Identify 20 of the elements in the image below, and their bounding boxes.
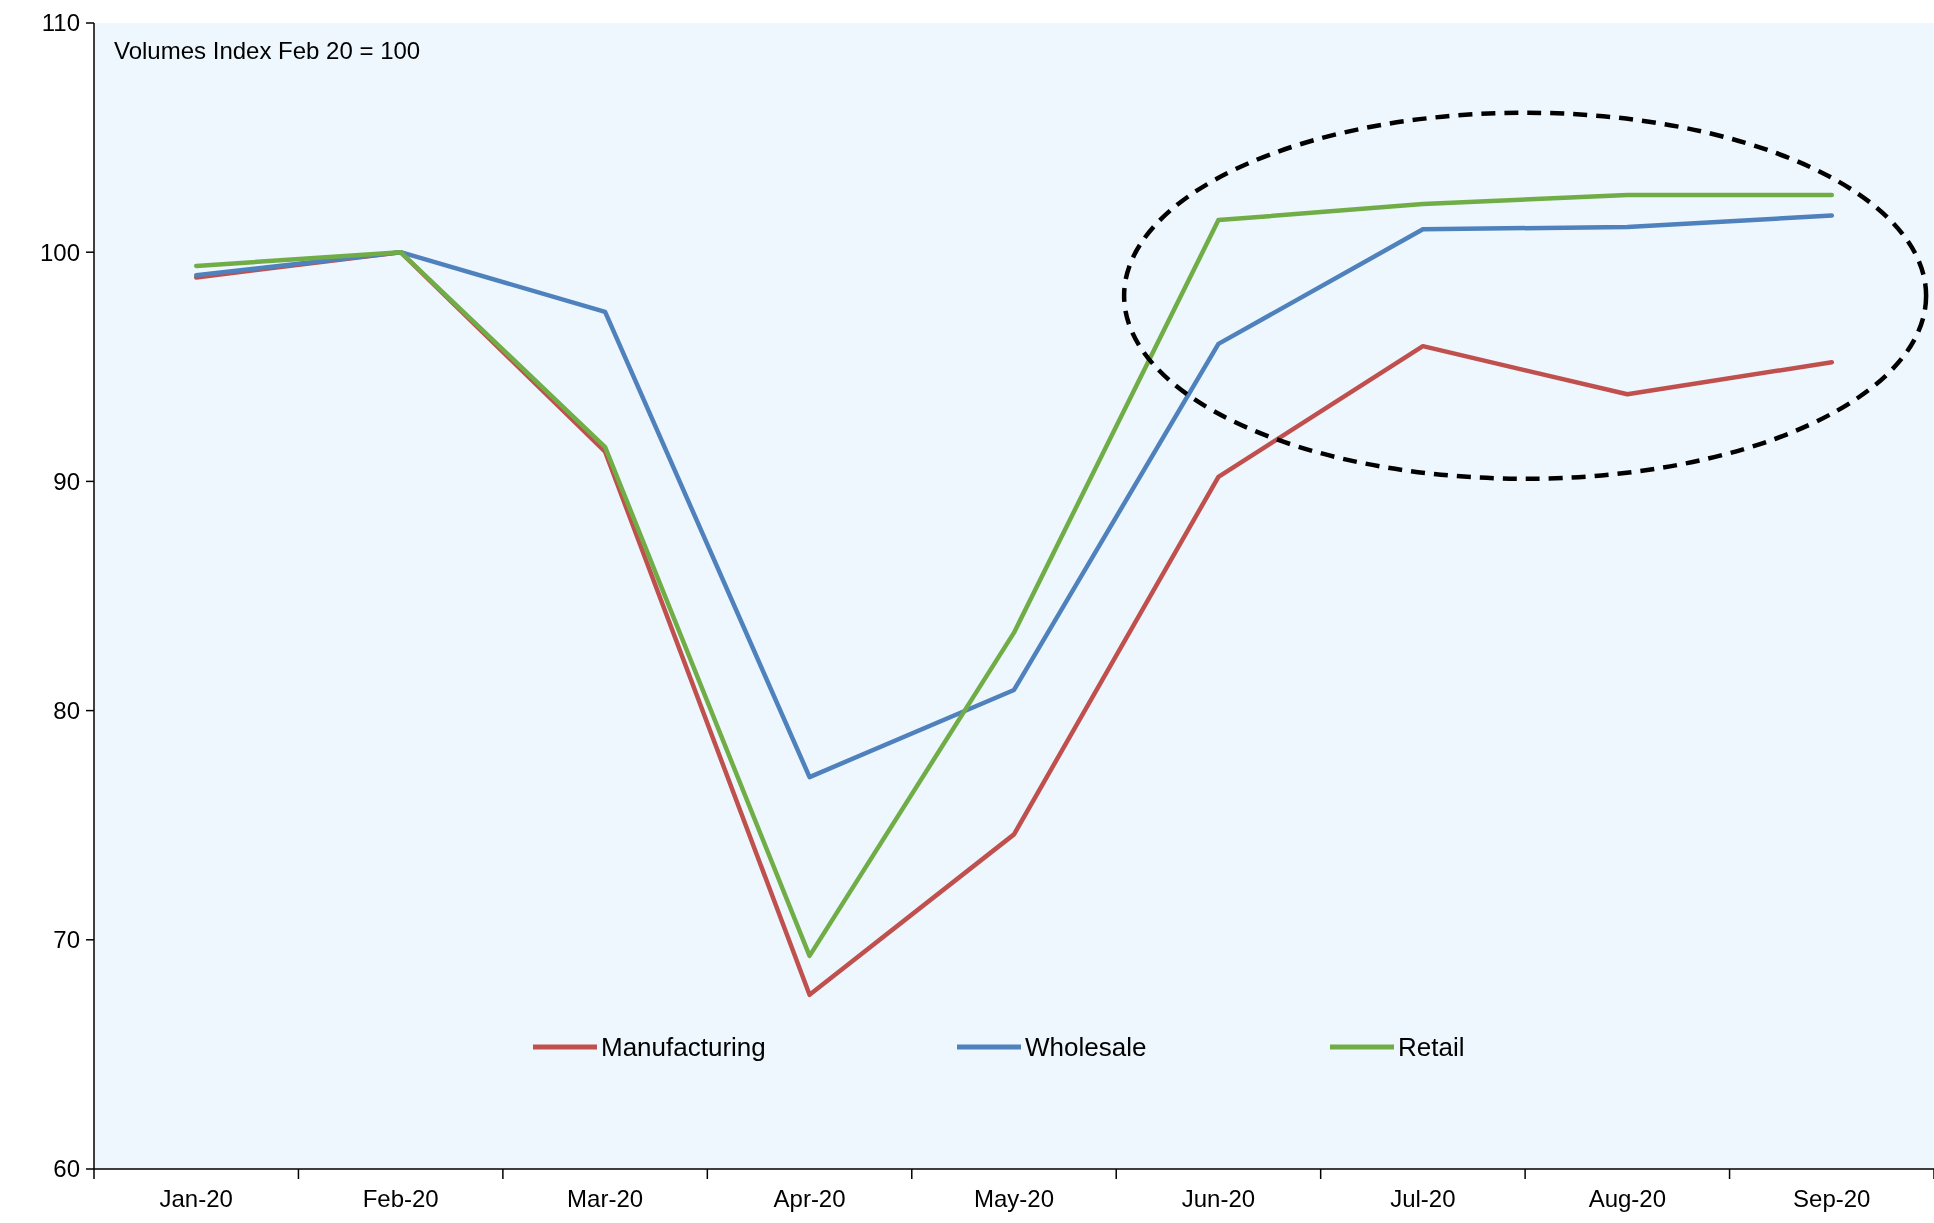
x-tick-label: Feb-20 — [362, 1185, 439, 1212]
y-tick-label: 80 — [53, 697, 80, 724]
legend-label: Wholesale — [1025, 1032, 1147, 1063]
x-tick-label: Aug-20 — [1588, 1185, 1667, 1212]
x-tick-label: Jun-20 — [1181, 1185, 1256, 1212]
legend-label: Manufacturing — [601, 1032, 766, 1063]
y-tick-label: 110 — [41, 9, 80, 37]
y-tick-label: 60 — [53, 1155, 80, 1183]
legend-label: Retail — [1398, 1032, 1465, 1063]
x-tick-label: Jul-20 — [1390, 1185, 1456, 1212]
x-tick-label: May-20 — [973, 1185, 1055, 1212]
x-tick-label: Jan-20 — [159, 1185, 233, 1212]
x-tick-label: Mar-20 — [567, 1185, 644, 1212]
y-tick-label: 70 — [53, 926, 80, 954]
x-tick-label: Sep-20 — [1793, 1185, 1871, 1212]
y-tick-label: 90 — [53, 467, 80, 495]
y-tick-label: 100 — [39, 238, 80, 266]
annotation: Volumes Index Feb 20 = 100 — [114, 37, 421, 64]
x-tick-label: Apr-20 — [773, 1185, 846, 1212]
line-series — [193, 213, 1835, 780]
